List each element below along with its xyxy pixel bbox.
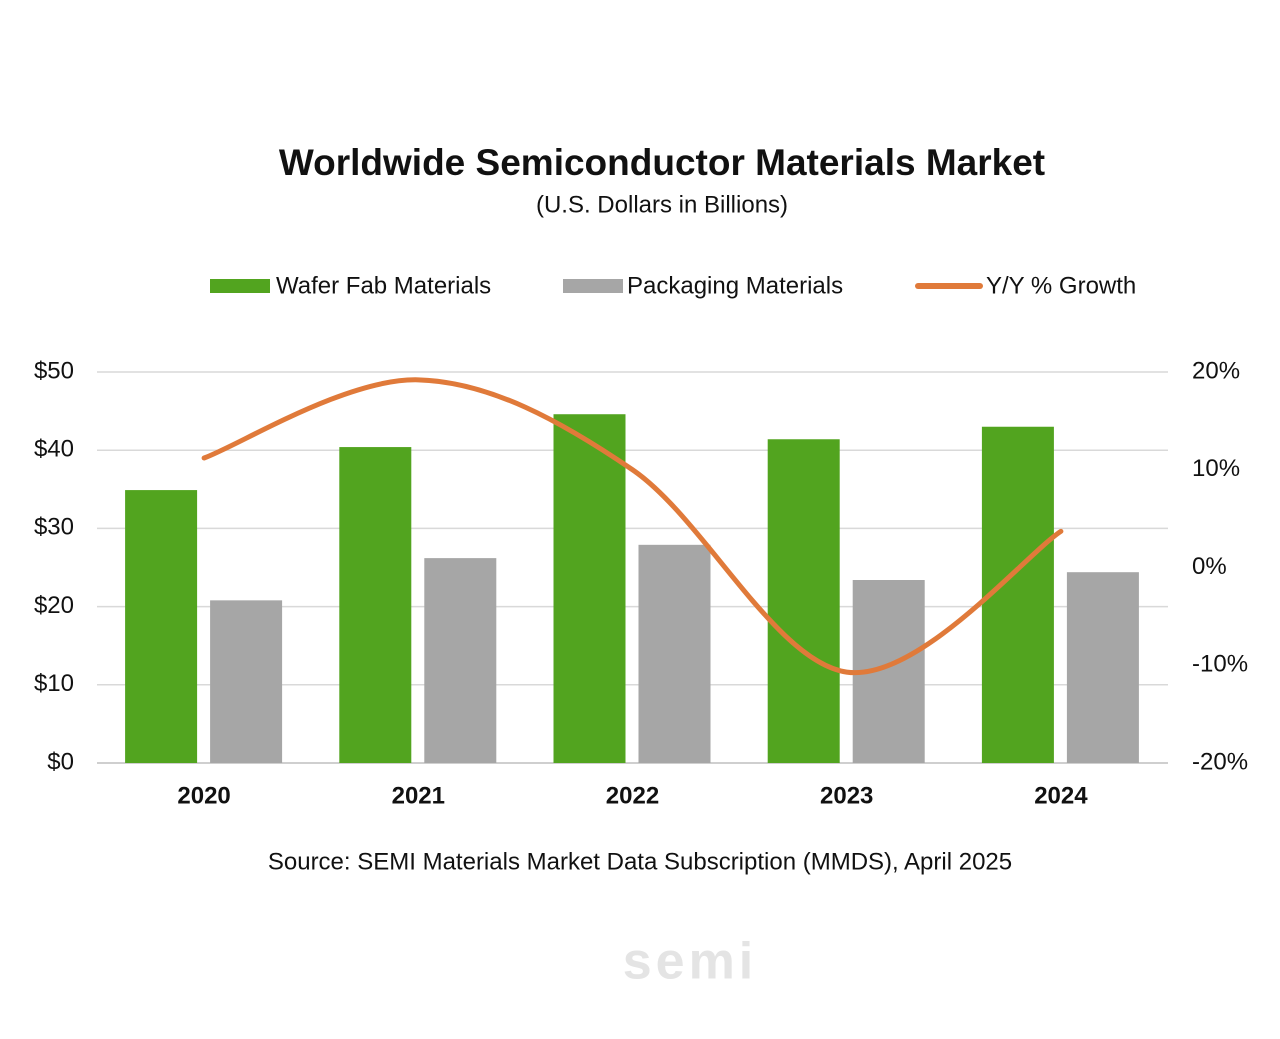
y2-tick-label: 20% — [1192, 357, 1240, 384]
x-tick-label: 2020 — [177, 782, 230, 809]
source-note: Source: SEMI Materials Market Data Subsc… — [268, 848, 1012, 875]
legend-swatch — [210, 279, 270, 293]
legend-label: Y/Y % Growth — [986, 272, 1136, 299]
y-tick-label: $20 — [34, 592, 74, 619]
bar — [210, 600, 283, 763]
x-tick-label: 2022 — [606, 782, 659, 809]
watermark: semi — [623, 933, 758, 991]
bar — [553, 414, 626, 763]
bar — [767, 439, 840, 763]
bar — [424, 558, 497, 763]
legend-swatch — [563, 279, 623, 293]
growth-line — [201, 377, 1064, 676]
y2-tick-label: 10% — [1192, 455, 1240, 482]
x-tick-label: 2023 — [820, 782, 873, 809]
y2-tick-label: -20% — [1192, 748, 1248, 775]
bar — [981, 426, 1054, 763]
bar — [638, 544, 711, 763]
y-tick-label: $30 — [34, 514, 74, 541]
chart-subtitle: (U.S. Dollars in Billions) — [536, 191, 788, 218]
legend-label: Packaging Materials — [627, 272, 843, 299]
y2-tick-label: 0% — [1192, 553, 1227, 580]
y2-tick-label: -10% — [1192, 651, 1248, 678]
y-tick-label: $10 — [34, 670, 74, 697]
y-tick-label: $50 — [34, 357, 74, 384]
bar — [1066, 572, 1139, 763]
x-tick-label: 2024 — [1034, 782, 1088, 809]
y-tick-label: $0 — [47, 748, 74, 775]
y-tick-label: $40 — [34, 436, 74, 463]
bar — [125, 490, 198, 763]
legend-label: Wafer Fab Materials — [276, 272, 491, 299]
chart-title: Worldwide Semiconductor Materials Market — [279, 142, 1045, 183]
bar — [339, 447, 412, 763]
x-tick-label: 2021 — [392, 782, 445, 809]
